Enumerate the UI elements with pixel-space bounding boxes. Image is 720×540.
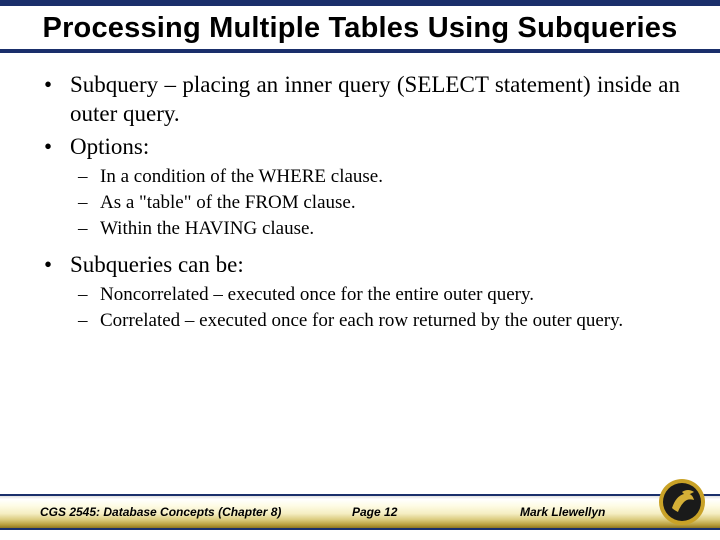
subbullet-marker: – bbox=[78, 165, 100, 189]
bullet-marker: • bbox=[44, 251, 70, 280]
spacer bbox=[44, 243, 680, 251]
subbullet-text: In a condition of the WHERE clause. bbox=[100, 165, 680, 189]
bullet-item: • Subqueries can be: bbox=[44, 251, 680, 280]
footer-bar: CGS 2545: Database Concepts (Chapter 8) … bbox=[0, 494, 720, 530]
subbullet-text: Correlated – executed once for each row … bbox=[100, 309, 680, 333]
footer-author: Mark Llewellyn bbox=[520, 505, 605, 519]
subbullet-text: Noncorrelated – executed once for the en… bbox=[100, 283, 680, 307]
title-area: Processing Multiple Tables Using Subquer… bbox=[0, 6, 720, 53]
bullet-item: • Options: bbox=[44, 133, 680, 162]
subbullet-text: As a "table" of the FROM clause. bbox=[100, 191, 680, 215]
subbullet-marker: – bbox=[78, 309, 100, 333]
subbullet-marker: – bbox=[78, 283, 100, 307]
subbullet-item: – As a "table" of the FROM clause. bbox=[78, 191, 680, 215]
subbullet-item: – In a condition of the WHERE clause. bbox=[78, 165, 680, 189]
content-area: • Subquery – placing an inner query (SEL… bbox=[0, 53, 720, 540]
subbullet-item: – Noncorrelated – executed once for the … bbox=[78, 283, 680, 307]
bullet-text: Options: bbox=[70, 133, 680, 162]
subbullet-item: – Correlated – executed once for each ro… bbox=[78, 309, 680, 333]
bullet-marker: • bbox=[44, 71, 70, 129]
bullet-marker: • bbox=[44, 133, 70, 162]
subbullet-marker: – bbox=[78, 191, 100, 215]
subbullet-text: Within the HAVING clause. bbox=[100, 217, 680, 241]
subbullet-item: – Within the HAVING clause. bbox=[78, 217, 680, 241]
bullet-text: Subquery – placing an inner query (SELEC… bbox=[70, 71, 680, 129]
slide: Processing Multiple Tables Using Subquer… bbox=[0, 0, 720, 540]
pegasus-logo-icon bbox=[658, 478, 706, 526]
footer-page: Page 12 bbox=[352, 505, 397, 519]
bottom-strip bbox=[0, 530, 720, 540]
footer: CGS 2545: Database Concepts (Chapter 8) … bbox=[0, 494, 720, 540]
slide-title: Processing Multiple Tables Using Subquer… bbox=[24, 12, 696, 45]
footer-course: CGS 2545: Database Concepts (Chapter 8) bbox=[40, 505, 281, 519]
bullet-item: • Subquery – placing an inner query (SEL… bbox=[44, 71, 680, 129]
bullet-text: Subqueries can be: bbox=[70, 251, 680, 280]
subbullet-marker: – bbox=[78, 217, 100, 241]
